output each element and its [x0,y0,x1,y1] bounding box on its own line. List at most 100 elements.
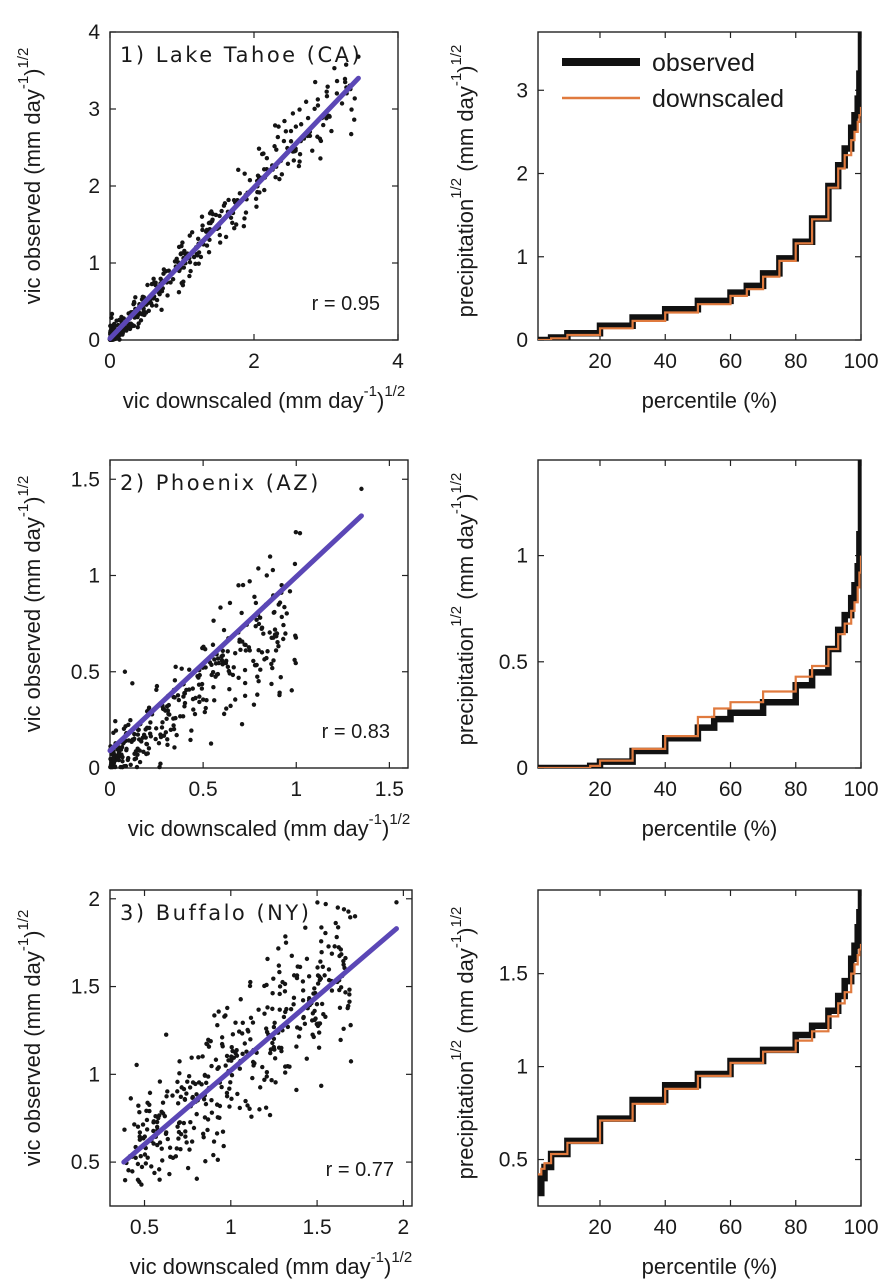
scatter-point [191,1125,197,1131]
scatter-point [236,167,241,173]
scatter-point [304,1056,309,1061]
scatter-point [231,197,237,203]
scatter-point [166,711,171,717]
scatter-point [318,138,324,144]
scatter-point [288,1006,294,1012]
scatter-point [182,704,187,709]
scatter-point [222,201,228,206]
cdf-1-axes-box [537,31,862,341]
scatter-point [167,1145,173,1150]
scatter-point [137,1130,143,1135]
scatter-point [135,1124,141,1129]
scatter-point [191,254,197,260]
scatter-point [140,1122,146,1127]
scatter-point [335,925,341,930]
scatter-point [154,1119,160,1125]
scatter-point [323,901,328,907]
scatter-point [175,1079,180,1085]
scatter-point [270,1040,275,1046]
scatter-point [294,1044,299,1049]
scatter-point [276,644,281,649]
scatter-point [146,746,152,751]
scatter-point [227,1104,232,1109]
y-axis-label-sup: 1/2 [448,178,465,199]
scatter-point [124,746,129,752]
scatter-point [272,144,277,149]
scatter-point [156,1167,162,1172]
scatter-point [206,1044,212,1049]
scatter-point [326,944,331,949]
scatter-point [272,1020,277,1026]
scatter-point [242,680,248,686]
y-axis-label-sup: 1/2 [448,907,465,928]
scatter-point [251,702,257,707]
site-label: 3) Buffalo (NY) [120,901,311,925]
scatter-point [281,1014,287,1020]
scatter-point [187,273,192,279]
scatter-point [236,675,241,680]
scatter-point [336,945,341,950]
scatter-point [252,594,257,600]
scatter-point [170,277,176,282]
scatter-point [264,156,270,161]
scatter-point [271,658,276,663]
scatter-point [312,1017,317,1023]
scatter-point [297,1026,303,1031]
scatter-point [229,1073,235,1078]
scatter-point [184,1091,189,1096]
scatter-point [196,1055,201,1060]
scatter-point [277,1007,282,1012]
scatter-point [126,722,131,727]
scatter-point [209,218,215,224]
scatter-point [180,240,185,245]
scatter-point [144,1117,150,1123]
scatter-point [139,739,144,744]
scatter-point [242,216,247,221]
scatter-point [227,671,232,676]
scatter-point [297,151,303,157]
scatter-point [259,151,265,157]
scatter-point [329,128,334,134]
scatter-point [289,953,295,958]
scatter-point [133,1155,138,1161]
y-axis-label-close: ) [20,497,45,504]
scatter-point [277,690,282,695]
scatter-point [318,939,324,944]
scatter-point [178,1147,183,1152]
scatter-point [206,249,212,255]
scatter-point [237,191,243,196]
legend: observed downscaled [548,40,808,128]
scatter-point [129,739,134,744]
scatter-point [277,176,282,182]
y-tick-label: 0 [88,757,100,780]
x-axis-label-close: ) [377,388,384,413]
scatter-point [111,321,117,327]
scatter-point [228,703,233,709]
x-tick-label: 80 [784,778,807,801]
scatter-point [343,62,349,67]
scatter-point [277,984,283,989]
scatter-point [272,1047,277,1052]
y-axis-label-main: precipitation [453,1061,478,1180]
scatter-point [215,1157,221,1162]
scatter-point [209,209,214,214]
scatter-point [304,956,310,962]
scatter-point [109,315,114,321]
scatter-point [215,671,221,677]
scatter-point [262,657,267,662]
scatter-point [284,1006,289,1012]
scatter-point [315,900,320,905]
scatter-point [238,638,243,644]
scatter-point [157,1177,162,1182]
scatter-point [215,1023,220,1028]
scatter-point [283,1070,288,1075]
scatter-point [176,1136,181,1141]
scatter-point [159,1146,164,1151]
scatter-point [297,530,303,536]
scatter-point [271,610,276,615]
scatter-point [224,1090,230,1096]
y-tick-label: 0 [516,329,528,352]
scatter-point [311,991,316,996]
x-tick-label: 4 [392,350,404,373]
scatter-point [213,212,219,218]
